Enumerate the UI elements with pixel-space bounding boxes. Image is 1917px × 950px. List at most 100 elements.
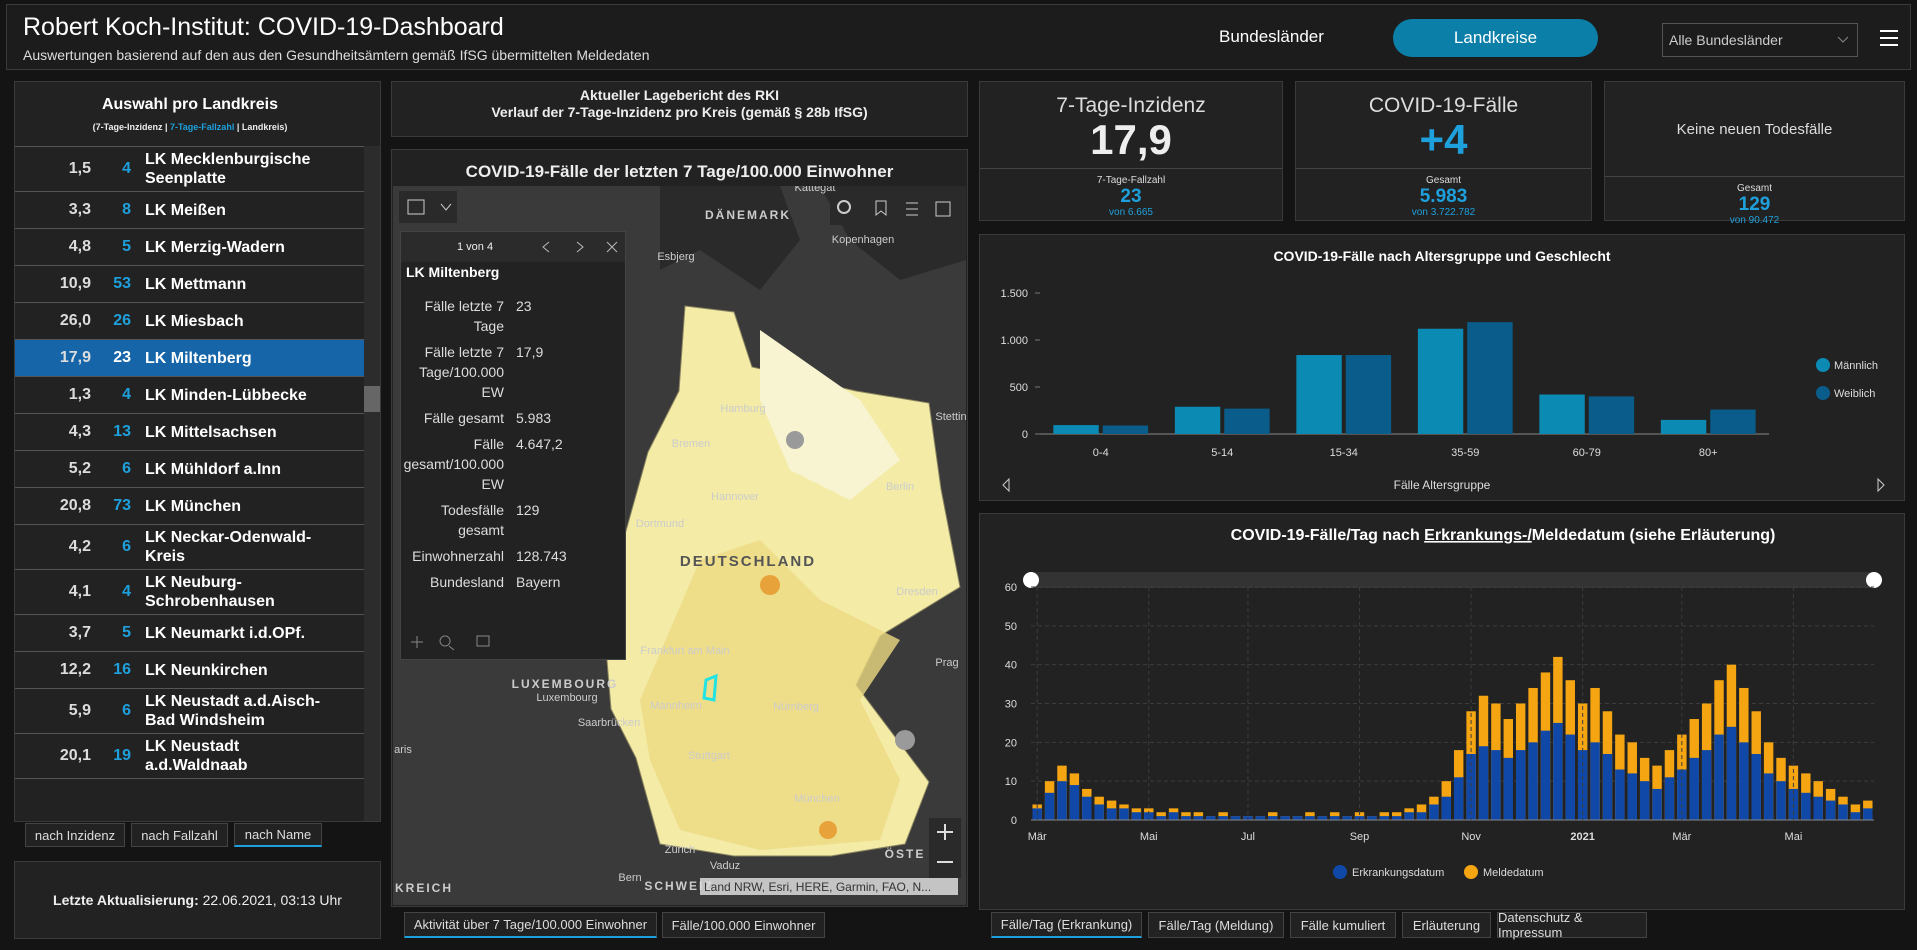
bar [1726, 726, 1737, 820]
map-label: Zürich [665, 844, 696, 856]
range-slider[interactable] [1031, 572, 1874, 588]
x-tick-label: 15-34 [1330, 447, 1358, 459]
report-line: Verlauf der 7-Tage-Inzidenz pro Kreis (g… [491, 104, 868, 120]
popup-field: Todesfälle gesamt 129 [401, 500, 625, 540]
bar [1453, 777, 1464, 820]
sort-button[interactable]: nach Inzidenz [25, 823, 125, 847]
bar [1652, 788, 1662, 820]
district-row[interactable]: 4,8 5 LK Merzig-Wadern [15, 229, 364, 266]
scrollbar[interactable] [364, 146, 380, 821]
map-label: Stettin [935, 411, 966, 423]
bottom-tab[interactable]: Erläuterung [1402, 912, 1491, 938]
slider-handle[interactable] [1023, 572, 1039, 588]
kpi-card: COVID-19-Fälle +4 Gesamt 5.983 von 3.722.7… [1295, 81, 1592, 221]
district [786, 431, 804, 449]
bar [1280, 816, 1290, 820]
district-row[interactable]: 17,9 23 LK Miltenberg [15, 340, 364, 377]
chart-title: COVID-19-Fälle/Tag nach Erkrankungs-/Mel… [1231, 527, 1776, 544]
bar [1181, 816, 1191, 820]
field-label: Fälle letzte 7 Tage/100.000 EW [419, 344, 504, 400]
bar [1082, 796, 1092, 820]
sort-button[interactable]: nach Name [234, 823, 322, 847]
district-row[interactable]: 3,3 8 LK Meißen [15, 192, 364, 229]
map-tab[interactable]: Aktivität über 7 Tage/100.000 Einwohner [404, 912, 657, 938]
district-row[interactable]: 4,1 4 LK Neuburg-Schrobenhausen [15, 570, 364, 615]
district-row[interactable]: 26,0 26 LK Miesbach [15, 303, 364, 340]
bar [1131, 812, 1142, 820]
list-title: Auswahl pro Landkreis [101, 96, 279, 113]
bar [1553, 722, 1563, 820]
scroll-thumb[interactable] [364, 386, 380, 412]
tab-states[interactable]: Bundesländer [1219, 27, 1324, 46]
district-row[interactable]: 3,7 5 LK Neumarkt i.d.OPf. [15, 615, 364, 652]
kpi-sub-label: 7-Tage-Fallzahl [1096, 175, 1166, 186]
tab-districts[interactable]: Landkreise [1393, 19, 1598, 57]
district-row[interactable]: 4,3 13 LK Mittelsachsen [15, 414, 364, 451]
x-tick-label: 2021 [1570, 831, 1594, 843]
bottom-tab[interactable]: Fälle/Tag (Erkrankung) [991, 912, 1142, 938]
bookmark-icon[interactable] [875, 200, 887, 217]
bar [1660, 419, 1707, 434]
bottom-tab[interactable]: Datenschutz & Impressum [1497, 910, 1647, 940]
district-row[interactable]: 5,2 6 LK Mühldorf a.Inn [15, 451, 364, 488]
popup-controls[interactable] [541, 240, 621, 254]
district-row[interactable]: 5,9 6 LK Neustadt a.d.Aisch-Bad Windsheim [15, 689, 364, 734]
case-count: 16 [113, 661, 131, 678]
kpi-value: 17,9 [1090, 116, 1172, 163]
title-part[interactable]: Erkrankungs-/ [1424, 527, 1532, 544]
x-tick-label: Mär [1028, 831, 1047, 843]
map-label: Kattegat [795, 182, 836, 194]
title-part: COVID-19-Fälle/Tag nach [1231, 527, 1425, 544]
y-tick-label: 0 [1011, 815, 1017, 827]
select-icons[interactable] [407, 199, 452, 215]
case-count: 53 [113, 275, 131, 292]
district-row[interactable]: 1,3 4 LK Minden-Lübbecke [15, 377, 364, 414]
bar [1317, 816, 1328, 820]
district-row[interactable]: 20,8 73 LK München [15, 488, 364, 525]
bar [1255, 816, 1266, 820]
kpi-sub-value: 23 [1120, 186, 1142, 207]
case-count: 6 [122, 702, 131, 719]
dropdown[interactable]: Alle Bundesländer [1662, 23, 1858, 57]
map-label: SCHWEIZ [644, 879, 713, 893]
bar [1478, 746, 1489, 820]
district [895, 730, 915, 750]
district-row[interactable]: 4,2 6 LK Neckar-Odenwald-Kreis [15, 525, 364, 570]
list-icon[interactable] [906, 202, 918, 216]
sort-button[interactable]: nach Fallzahl [131, 823, 228, 847]
map-toolbar[interactable] [830, 193, 960, 225]
map-label: ÖSTE [885, 846, 926, 861]
scroll-arrows[interactable] [1002, 477, 1885, 493]
slider-handle[interactable] [1866, 572, 1882, 588]
popup-tools[interactable] [409, 632, 509, 652]
search-icon[interactable] [837, 200, 851, 214]
case-count: 19 [113, 747, 131, 764]
incidence: 3,7 [68, 624, 91, 641]
x-tick-label: Sep [1350, 831, 1370, 843]
bottom-tab[interactable]: Fälle/Tag (Meldung) [1148, 912, 1284, 938]
age-chart: COVID-19-Fälle nach Altersgruppe und Ges… [1000, 248, 1885, 493]
map-tab[interactable]: Fälle/100.000 Einwohner [662, 912, 825, 938]
y-tick-label: 1.500 [1000, 288, 1028, 300]
grid-icon[interactable] [935, 201, 951, 217]
district-row[interactable]: 1,5 4 LK Mecklenburgische Seenplatte [15, 147, 364, 192]
district-row[interactable]: 20,1 19 LK Neustadt a.d.Waldnaab [15, 734, 364, 779]
select-tool[interactable] [399, 191, 457, 223]
zoom-icons[interactable] [937, 824, 953, 863]
map-label: Frankfurt am Main [640, 645, 729, 657]
field-value: 129 [516, 502, 540, 518]
popup-header: 1 von 4 [401, 232, 625, 262]
bottom-tab[interactable]: Fälle kumuliert [1290, 912, 1396, 938]
menu-icon[interactable] [1879, 29, 1899, 47]
district-row[interactable]: 10,9 53 LK Mettmann [15, 266, 364, 303]
district-name: LK München [145, 497, 241, 515]
bar [1540, 730, 1551, 820]
report-box[interactable]: Aktueller Lagebericht des RKI Verlauf der… [391, 81, 968, 137]
bar [1689, 757, 1699, 820]
incidence: 12,2 [59, 661, 91, 678]
bar [1701, 750, 1712, 820]
district-name: LK Merzig-Wadern [145, 238, 285, 256]
district-row[interactable]: 12,2 16 LK Neunkirchen [15, 652, 364, 689]
bar [1467, 322, 1513, 434]
